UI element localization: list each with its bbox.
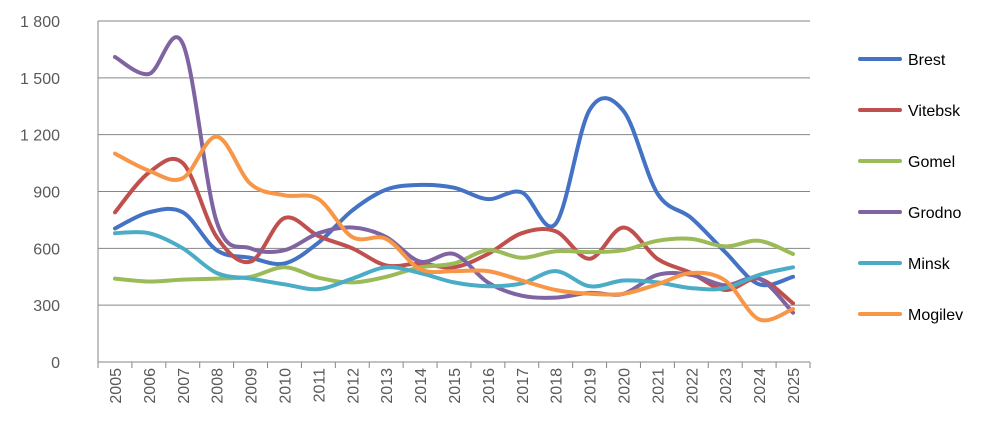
- x-tick-label: 2019: [583, 368, 600, 404]
- x-tick-label: 2023: [718, 368, 735, 404]
- y-tick-label: 1 500: [20, 71, 60, 88]
- series-lines: [113, 35, 795, 323]
- x-tick-label: 2024: [752, 368, 769, 404]
- x-tick-label: 2006: [142, 368, 159, 404]
- x-tick-label: 2010: [277, 368, 294, 404]
- x-tick-label: 2008: [210, 368, 227, 404]
- x-tick-label: 2021: [650, 368, 667, 404]
- legend-item-brest: Brest: [858, 52, 946, 69]
- x-tick-label: 2005: [108, 368, 125, 404]
- legend-label: Grodno: [908, 205, 961, 222]
- legend-item-grodno: Grodno: [858, 205, 961, 222]
- legend-label: Brest: [908, 52, 946, 69]
- x-tick-label: 2016: [481, 368, 498, 404]
- series-line-minsk: [113, 230, 795, 292]
- y-tick-label: 900: [33, 185, 60, 202]
- x-tick-label: 2018: [549, 368, 566, 404]
- y-tick-label: 1 200: [20, 128, 60, 145]
- legend-label: Mogilev: [908, 307, 963, 324]
- y-tick-label: 0: [51, 355, 60, 372]
- series-line-vitebsk: [113, 156, 795, 306]
- legend-label: Vitebsk: [908, 103, 961, 120]
- x-tick-label: 2020: [617, 368, 634, 404]
- legend: Brest Vitebsk Gomel Grodno Minsk Mogilev: [858, 52, 963, 324]
- legend-label: Gomel: [908, 154, 955, 171]
- legend-item-vitebsk: Vitebsk: [858, 103, 961, 120]
- x-tick-label: 2014: [413, 368, 430, 404]
- y-tick-label: 300: [33, 298, 60, 315]
- x-tick-label: 2025: [786, 368, 803, 404]
- series-line-grodno: [113, 35, 795, 315]
- x-tick-label: 2011: [311, 368, 328, 403]
- legend-label: Minsk: [908, 256, 951, 273]
- axes: 0 300 600 900 1 200 1 500 1 800 2005 2006 2007 200…: [20, 14, 811, 404]
- y-tick-label: 1 800: [20, 14, 60, 31]
- x-tick-label: 2009: [244, 368, 261, 404]
- x-tick-label: 2007: [176, 368, 193, 404]
- legend-item-mogilev: Mogilev: [858, 307, 963, 324]
- legend-item-minsk: Minsk: [858, 256, 951, 273]
- series-line-gomel: [113, 236, 795, 285]
- x-tick-label: 2012: [345, 368, 362, 404]
- y-tick-label: 600: [33, 241, 60, 258]
- x-tick-label: 2013: [379, 368, 396, 404]
- legend-item-gomel: Gomel: [858, 154, 955, 171]
- series-line-mogilev: [113, 134, 795, 323]
- x-tick-label: 2015: [447, 368, 464, 404]
- x-tick-label: 2017: [515, 368, 532, 404]
- x-tick-label: 2022: [684, 368, 701, 404]
